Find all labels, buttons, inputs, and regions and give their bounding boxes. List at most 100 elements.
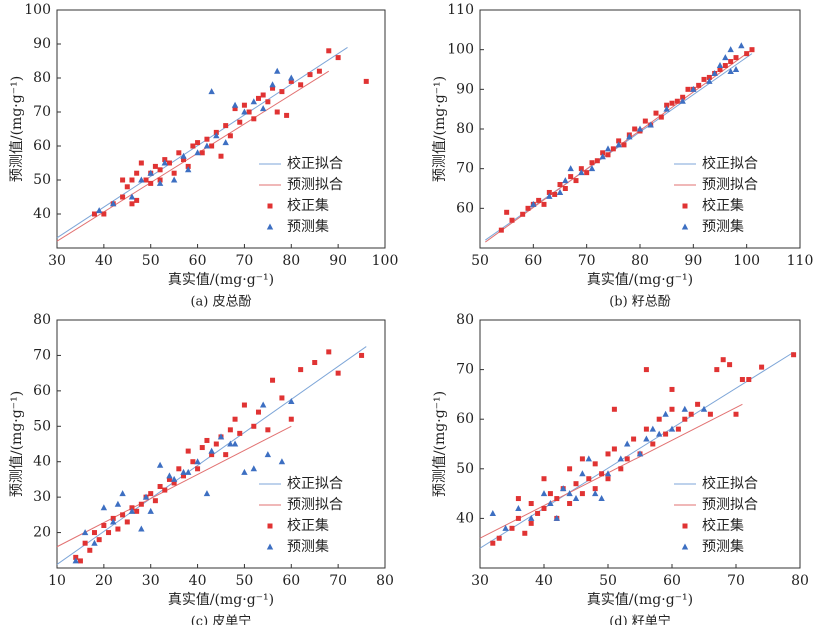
square-marker [728,59,734,65]
x-tick-label: 60 [282,573,300,589]
triangle-marker [579,470,586,477]
square-marker [573,481,579,487]
square-marker [284,112,290,118]
triangle-marker [624,440,631,447]
caption: (b) 籽总酚 [609,295,671,310]
triangle-marker [194,149,201,156]
square-marker [255,95,261,101]
x-tick-label: 70 [329,573,347,589]
triangle-marker [727,46,734,53]
square-marker [610,146,616,152]
square-marker [129,505,135,511]
triangle-marker [636,125,644,132]
legend-label: 预测拟合 [702,177,758,193]
triangle-marker [208,447,215,454]
square-marker [181,157,187,163]
square-marker [618,466,624,472]
x-tick-label: 50 [471,253,489,269]
caption: (d) 籽单宁 [609,614,671,625]
square-marker [335,370,341,376]
x-tick-label: 10 [48,573,66,589]
square-marker [584,170,590,176]
triangle-marker [681,223,689,230]
square-marker [541,476,547,482]
square-marker [185,448,191,454]
triangle-marker [722,54,729,61]
triangle-marker [266,223,274,230]
square-marker [359,352,365,358]
y-tick-label: 80 [33,312,51,328]
square-marker [143,177,149,183]
square-marker [279,89,285,95]
square-marker [265,427,271,433]
y-tick-label: 50 [33,172,51,188]
legend-label: 预测集 [702,218,744,235]
triangle-marker [636,450,644,457]
triangle-marker [250,98,257,105]
x-tick-label: 30 [48,253,66,269]
x-tick-label: 50 [142,253,160,269]
square-marker [611,446,617,452]
triangle-marker [222,139,229,146]
fit-line [56,425,292,548]
subplot: 30 40 50 60 70 80 40 50 60 70 80 真实值/(mg·g⁻¹) 预测值/(m… [432,312,809,625]
square-marker [134,508,140,514]
legend-label: 预测拟合 [702,497,758,513]
x-axis-label: 真实值/(mg·g⁻¹) [587,272,693,288]
x-tick-label: 60 [189,253,207,269]
triangle-marker [241,468,248,475]
triangle-marker [643,435,650,442]
triangle-marker [617,455,624,462]
triangle-marker [269,81,276,88]
square-marker [267,523,273,529]
square-marker [87,547,93,553]
x-tick-label: 70 [578,253,596,269]
y-tick-label: 50 [456,461,474,477]
square-marker [727,362,733,368]
square-marker [255,409,261,415]
square-marker [115,526,121,532]
legend-label: 校正集 [702,517,744,534]
triangle-marker [185,166,192,173]
square-marker [696,82,702,88]
square-marker [171,480,177,486]
triangle-marker [668,425,676,432]
y-tick-label: 70 [33,347,51,363]
square-marker [195,466,201,472]
legend-label: 校正拟合 [702,475,758,492]
x-tick-label: 80 [376,573,394,589]
square-marker [270,85,276,91]
triangle-marker [615,141,622,148]
square-marker [152,163,158,169]
square-marker [579,491,585,497]
legend-label: 校正集 [702,197,744,214]
square-marker [682,523,688,529]
square-marker [685,86,691,92]
square-marker [498,227,504,233]
triangle-marker [259,401,267,408]
square-marker [528,501,534,507]
triangle-marker [572,495,580,502]
square-marker [171,170,177,176]
triangle-marker [227,440,234,447]
square-marker [124,184,130,190]
triangle-marker [562,177,569,184]
caption: (c) 皮单宁 [191,614,252,625]
square-marker [199,445,205,451]
triangle-marker [528,514,535,521]
triangle-marker [530,200,537,207]
x-axis-label: 真实值/(mg·g⁻¹) [168,272,274,288]
triangle-marker [679,97,686,104]
square-marker [152,498,158,504]
triangle-marker [700,405,708,412]
square-marker [134,197,140,203]
legend-label: 预测拟合 [287,177,343,193]
x-tick-label: 100 [372,253,399,269]
square-marker [547,491,553,497]
triangle-marker [288,397,295,404]
triangle-marker [566,490,573,497]
square-marker [326,349,332,355]
square-marker [536,197,542,203]
x-tick-label: 100 [733,253,760,269]
legend-label: 预测集 [702,538,744,555]
